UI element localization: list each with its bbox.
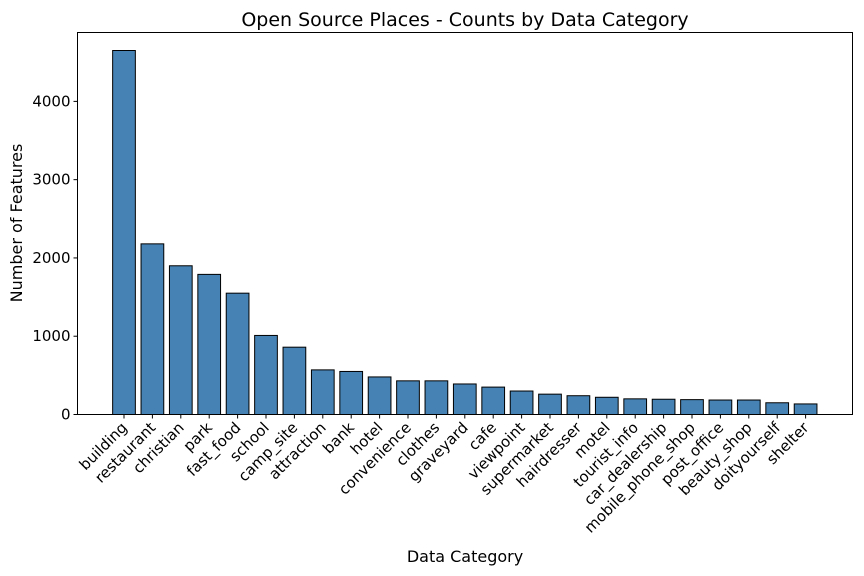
bar-camp_site [282,346,307,415]
bar-fast_food [225,292,250,416]
bar-hotel [367,376,392,415]
bar-school [254,334,278,415]
y-axis-label: Number of Features [7,144,26,303]
bars-group [112,50,818,416]
bar-graveyard [452,383,477,416]
bar-park [197,273,222,415]
y-tick-label-2000: 2000 [32,249,70,267]
bar-restaurant [140,243,165,415]
bar-motel [594,396,619,415]
bar-viewpoint [509,390,534,415]
y-tick-label-4000: 4000 [32,92,70,110]
bar-cafe [481,386,506,416]
bar-shelter [793,403,818,415]
bar-clothes [424,380,449,415]
bar-bank [339,370,364,416]
bar-mobile_phone_shop [680,399,704,416]
bar-post_office [708,399,733,415]
bar-hairdresser [566,395,591,415]
x-axis-label: Data Category [407,547,523,566]
y-tick-label-3000: 3000 [32,171,70,189]
y-tick-label-1000: 1000 [32,327,70,345]
bar-beauty_shop [736,399,761,415]
bar-christian [168,265,193,415]
bar-car_dealership [651,398,676,415]
y-tick-label-0: 0 [61,406,71,424]
bar-attraction [310,369,335,416]
plot-frame [77,32,853,415]
bar-tourist_info [623,398,648,415]
x-axis: buildingrestaurantchristianparkfast_food… [76,414,813,537]
bar-doityourself [765,402,790,416]
bar-convenience [396,380,420,415]
chart-title: Open Source Places - Counts by Data Cate… [241,9,688,31]
bar-supermarket [538,393,562,415]
y-axis: 0 1000 2000 3000 4000 [32,92,78,424]
bar-building [112,50,136,415]
